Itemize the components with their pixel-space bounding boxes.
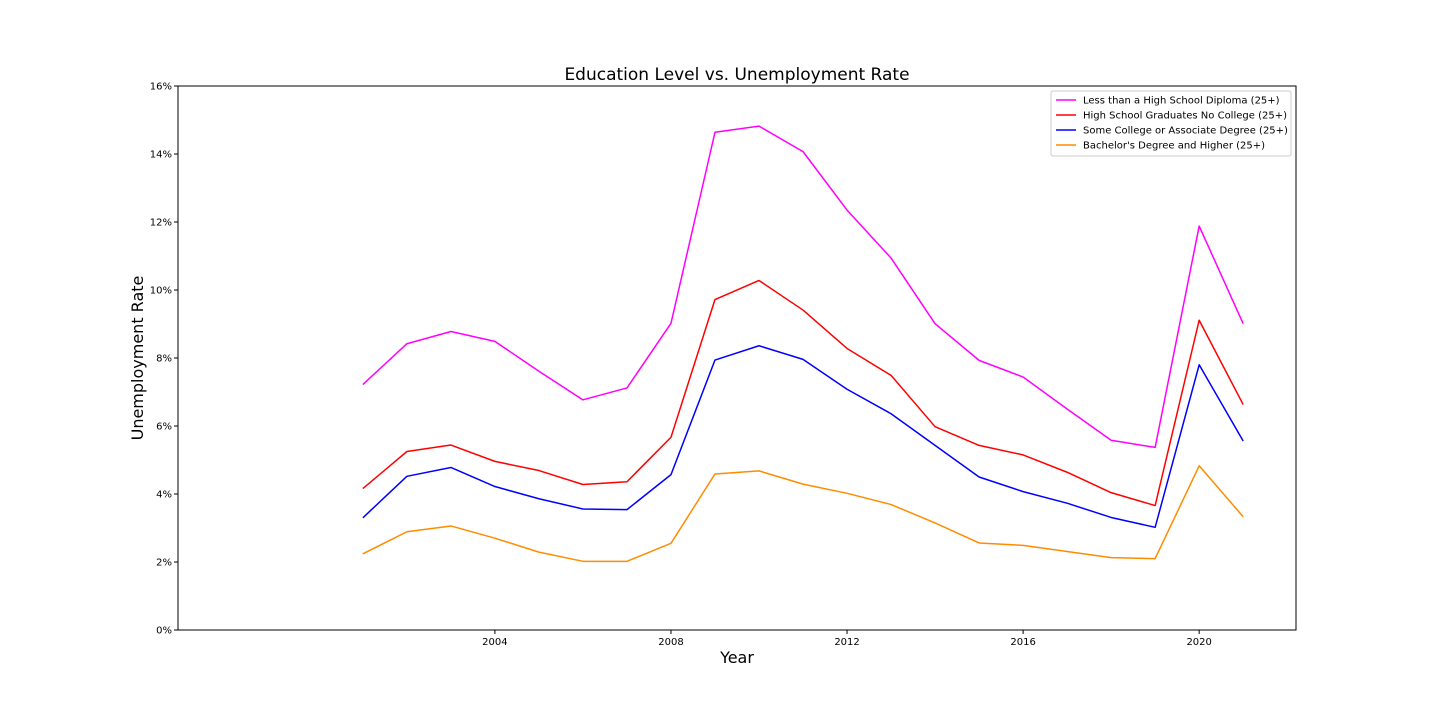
y-tick-label: 14% [150,150,172,161]
y-tick-label: 16% [150,82,172,93]
series-line-1 [362,125,1244,449]
y-tick-label: 2% [156,558,172,569]
legend-label: Less than a High School Diploma (25+) [1083,96,1280,107]
y-axis-ticks: 0% 2% 4% 6% 8% 10% 12% 14% 16% [150,82,178,637]
series-line-4 [362,465,1244,563]
y-tick-label: 0% [156,626,172,637]
series-line-3 [362,345,1244,529]
x-tick-label: 2020 [1186,637,1211,648]
y-axis-title: Unemployment Rate [128,276,147,441]
y-tick-label: 10% [150,286,172,297]
x-tick-label: 2012 [834,637,859,648]
y-tick-label: 8% [156,354,172,365]
x-tick-label: 2008 [658,637,683,648]
legend: Less than a High School Diploma (25+) Hig… [1050,90,1292,157]
x-axis-ticks: 2004 2008 2012 2016 2020 [482,630,1212,648]
plot-frame [177,85,1297,631]
y-tick-label: 6% [156,422,172,433]
series-line-2 [362,279,1244,507]
y-tick-label: 4% [156,490,172,501]
series-lines [362,125,1244,563]
chart-title: Education Level vs. Unemployment Rate [564,65,909,85]
x-tick-label: 2004 [482,637,507,648]
legend-box [1050,90,1292,157]
legend-label: Bachelor's Degree and Higher (25+) [1083,141,1265,152]
legend-label: High School Graduates No College (25+) [1083,111,1287,122]
x-axis-title: Year [719,648,754,667]
x-tick-label: 2016 [1010,637,1035,648]
legend-label: Some College or Associate Degree (25+) [1083,126,1288,137]
y-tick-label: 12% [150,218,172,229]
